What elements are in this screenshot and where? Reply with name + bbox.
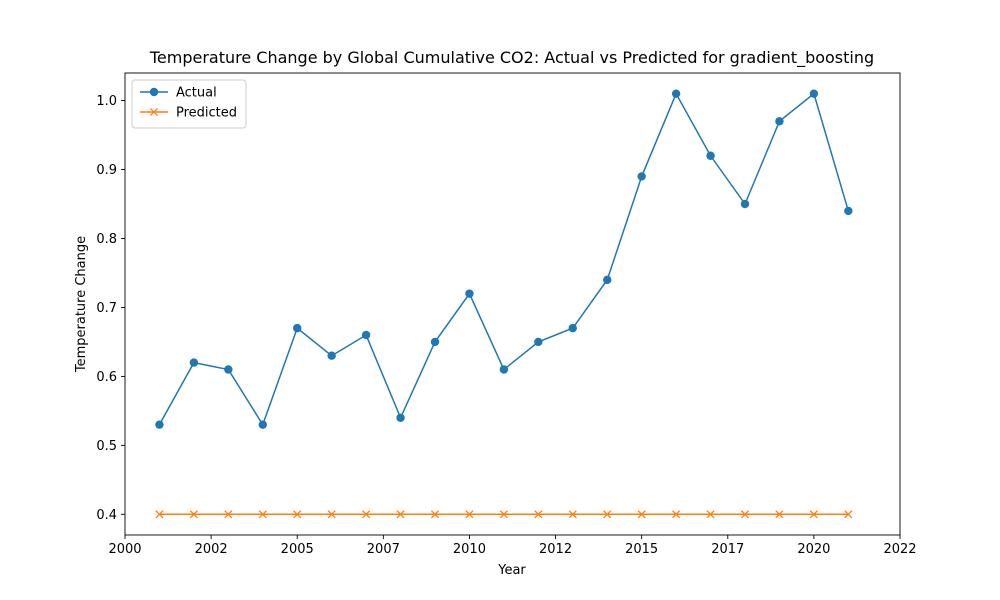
data-point-predicted [430, 510, 440, 519]
data-point-predicted [362, 510, 371, 519]
data-point-predicted [775, 510, 784, 519]
x-tick-label: 2022 [883, 542, 916, 557]
y-tick-label: 1.0 [96, 94, 117, 109]
y-axis-label: Temperature Change [74, 236, 89, 373]
data-point-predicted [155, 510, 164, 519]
data-point-actual [637, 172, 646, 181]
data-point-actual [293, 323, 302, 333]
data-point-predicted [534, 510, 543, 519]
data-point-predicted [568, 510, 577, 519]
plot-frame [124, 72, 901, 536]
y-tick-label: 0.9 [96, 163, 117, 178]
data-point-actual [534, 337, 543, 347]
data-point-predicted [706, 510, 715, 519]
data-point-predicted [637, 510, 646, 519]
data-point-predicted [740, 510, 750, 519]
data-point-actual [396, 413, 405, 422]
x-tick-label: 2015 [625, 542, 658, 557]
data-point-predicted [499, 510, 508, 519]
data-point-actual [224, 365, 233, 374]
chart-title: Temperature Change by Global Cumulative … [149, 48, 874, 68]
data-point-predicted [189, 510, 198, 519]
x-tick-label: 2010 [453, 542, 486, 557]
data-point-predicted [603, 510, 612, 519]
legend-marker [149, 87, 159, 97]
legend-marker [149, 107, 159, 117]
data-point-actual [430, 337, 440, 347]
data-point-actual [327, 351, 336, 360]
x-tick-label: 2000 [108, 542, 141, 557]
data-point-predicted [809, 510, 818, 519]
y-tick-label: 0.4 [96, 508, 117, 523]
x-tick-label: 2005 [281, 542, 314, 557]
y-tick-label: 0.6 [96, 370, 117, 385]
y-tick-label: 0.5 [96, 439, 117, 454]
data-point-predicted [258, 510, 267, 519]
data-point-predicted [224, 510, 233, 519]
data-point-predicted [327, 510, 336, 519]
data-point-actual [499, 365, 509, 374]
data-point-actual [706, 151, 715, 160]
data-point-actual [671, 89, 681, 98]
data-point-predicted [293, 510, 302, 519]
data-point-predicted [396, 510, 405, 519]
data-point-actual [844, 206, 853, 216]
data-point-actual [189, 358, 199, 367]
data-point-actual [258, 420, 267, 429]
data-point-actual [465, 289, 474, 298]
y-tick-label: 0.7 [96, 301, 117, 316]
x-tick-label: 2017 [711, 542, 744, 557]
x-tick-label: 2020 [797, 542, 830, 557]
data-point-predicted [465, 510, 474, 519]
legend-label: Predicted [176, 106, 237, 121]
data-point-predicted [844, 510, 853, 519]
x-axis-label: Year [497, 563, 526, 578]
data-point-actual [775, 117, 784, 126]
data-point-actual [361, 330, 371, 340]
data-point-predicted [672, 510, 681, 519]
data-point-actual [568, 323, 577, 333]
data-point-actual [740, 199, 750, 209]
y-tick-label: 0.8 [96, 232, 117, 247]
legend-label: Actual [176, 86, 217, 101]
data-point-actual [809, 89, 819, 98]
data-point-actual [155, 420, 164, 429]
data-point-actual [603, 275, 612, 285]
x-tick-label: 2012 [539, 542, 572, 557]
x-tick-label: 2002 [195, 542, 228, 557]
x-tick-label: 2007 [367, 542, 400, 557]
